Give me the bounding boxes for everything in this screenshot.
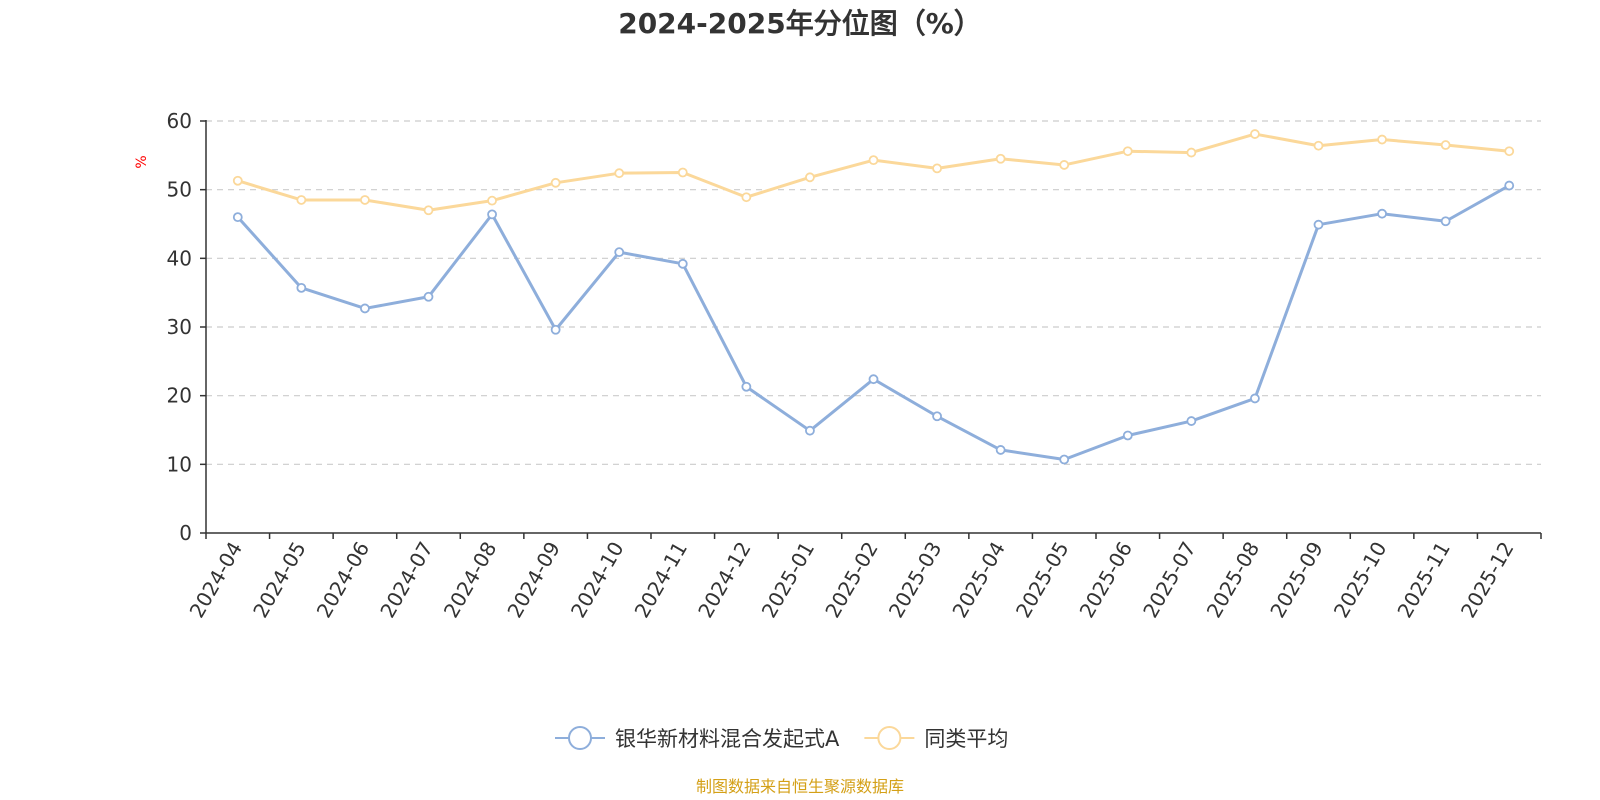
data-point xyxy=(868,374,879,385)
x-tick-label: 2025-09 xyxy=(1265,538,1328,622)
y-axis-label: % xyxy=(134,155,150,168)
data-point xyxy=(614,168,625,179)
data-point xyxy=(1186,147,1197,158)
data-point xyxy=(1313,219,1324,230)
y-tick-label: 20 xyxy=(167,384,192,408)
x-tick-label: 2025-04 xyxy=(947,538,1010,622)
data-point xyxy=(932,163,942,174)
data-point xyxy=(1186,416,1197,426)
data-point xyxy=(232,175,243,186)
x-tick-label: 2024-12 xyxy=(693,538,756,622)
y-tick-label: 10 xyxy=(167,452,192,476)
x-tick-label: 2024-11 xyxy=(630,538,693,622)
data-point xyxy=(1313,140,1324,151)
x-tick-label: 2024-09 xyxy=(502,538,565,622)
data-point xyxy=(805,172,815,183)
x-tick-label: 2025-03 xyxy=(884,538,947,622)
data-point xyxy=(550,324,561,335)
data-point xyxy=(1440,140,1451,150)
data-point xyxy=(423,205,434,216)
x-tick-label: 2025-02 xyxy=(820,538,883,622)
x-tick-label: 2025-08 xyxy=(1202,538,1265,622)
source-note: 制图数据来自恒生聚源数据库 xyxy=(696,777,904,796)
legend-item[interactable]: 银华新材料混合发起式A xyxy=(555,726,840,751)
data-point xyxy=(1504,146,1515,157)
data-point xyxy=(550,177,561,188)
y-tick-label: 50 xyxy=(167,178,192,202)
x-tick-label: 2025-07 xyxy=(1138,538,1201,622)
data-point xyxy=(1122,430,1133,441)
legend-marker-icon xyxy=(877,726,902,750)
data-point xyxy=(1504,180,1515,191)
data-point xyxy=(487,195,497,206)
x-axis: 2024-04 2024-05 2024-06 2024-07 2024-08 2024-… xyxy=(185,532,1542,622)
data-point xyxy=(614,247,625,258)
data-point xyxy=(296,282,307,293)
data-point xyxy=(1377,208,1387,219)
data-point xyxy=(741,192,752,203)
data-point xyxy=(995,153,1006,164)
data-point xyxy=(423,291,434,302)
data-point xyxy=(677,258,688,269)
y-tick-label: 30 xyxy=(167,315,192,339)
chart-title: 2024-2025年分位图（%） xyxy=(618,7,982,40)
series-group xyxy=(232,129,1515,465)
data-point xyxy=(1059,160,1070,170)
data-point xyxy=(868,155,879,166)
grid-lines xyxy=(206,120,1541,465)
y-tick-label: 0 xyxy=(179,521,192,545)
legend[interactable]: 银华新材料混合发起式A 同类平均 xyxy=(555,726,1008,751)
data-point xyxy=(741,381,752,392)
data-point xyxy=(677,167,688,178)
data-point xyxy=(1250,393,1260,404)
data-point xyxy=(296,195,307,205)
data-point xyxy=(1440,216,1451,227)
x-tick-label: 2025-11 xyxy=(1392,538,1455,622)
x-tick-label: 2024-07 xyxy=(375,538,438,622)
data-point xyxy=(232,212,243,223)
data-point xyxy=(805,425,815,436)
x-tick-label: 2025-12 xyxy=(1456,538,1519,622)
legend-label: 同类平均 xyxy=(924,727,1008,751)
y-axis: 0 10 20 30 40 50 60 xyxy=(167,109,207,545)
x-tick-label: 2025-05 xyxy=(1011,538,1074,622)
y-tick-label: 40 xyxy=(167,246,192,270)
x-tick-label: 2024-05 xyxy=(248,538,311,622)
x-tick-label: 2025-01 xyxy=(757,538,820,622)
legend-marker-icon xyxy=(568,726,592,750)
x-tick-label: 2025-06 xyxy=(1075,538,1138,622)
x-tick-label: 2025-10 xyxy=(1329,538,1392,622)
data-point xyxy=(1122,146,1133,157)
data-point xyxy=(1059,454,1070,465)
x-tick-label: 2024-04 xyxy=(185,538,248,622)
x-tick-label: 2024-10 xyxy=(566,538,629,622)
data-point xyxy=(995,445,1006,455)
data-point xyxy=(932,411,942,422)
data-point xyxy=(487,209,497,220)
data-point xyxy=(1250,129,1260,139)
data-point xyxy=(360,303,370,314)
x-tick-label: 2024-06 xyxy=(312,538,375,622)
data-point xyxy=(1377,134,1387,145)
legend-item[interactable]: 同类平均 xyxy=(864,726,1008,751)
y-tick-label: 60 xyxy=(167,109,192,133)
x-tick-label: 2024-08 xyxy=(439,538,502,622)
legend-label: 银华新材料混合发起式A xyxy=(615,727,840,751)
data-point xyxy=(360,195,370,205)
